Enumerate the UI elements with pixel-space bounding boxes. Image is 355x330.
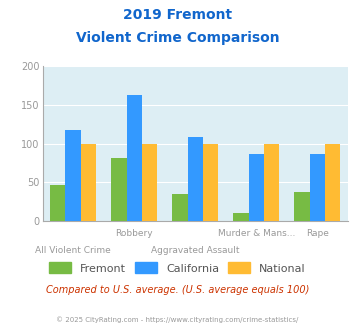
Bar (142, 144, 157, 221)
Bar (264, 144, 279, 221)
Bar (248, 154, 264, 221)
Bar (294, 192, 310, 221)
Bar (111, 158, 126, 221)
Text: Rape: Rape (306, 229, 329, 238)
Bar (234, 214, 248, 221)
Bar (126, 95, 142, 221)
Text: Compared to U.S. average. (U.S. average equals 100): Compared to U.S. average. (U.S. average … (46, 285, 309, 295)
Text: All Violent Crime: All Violent Crime (35, 246, 111, 255)
Text: Robbery: Robbery (115, 229, 153, 238)
Bar (325, 144, 340, 221)
Text: Violent Crime Comparison: Violent Crime Comparison (76, 31, 279, 45)
Text: Murder & Mans...: Murder & Mans... (218, 229, 295, 238)
Bar (188, 137, 203, 221)
Text: © 2025 CityRating.com - https://www.cityrating.com/crime-statistics/: © 2025 CityRating.com - https://www.city… (56, 317, 299, 323)
Bar (173, 194, 187, 221)
Bar (310, 154, 325, 221)
Bar (81, 144, 96, 221)
Bar (50, 185, 66, 221)
Text: 2019 Fremont: 2019 Fremont (123, 8, 232, 22)
Legend: Fremont, California, National: Fremont, California, National (45, 258, 310, 278)
Text: Aggravated Assault: Aggravated Assault (151, 246, 240, 255)
Bar (203, 144, 218, 221)
Bar (66, 130, 81, 221)
